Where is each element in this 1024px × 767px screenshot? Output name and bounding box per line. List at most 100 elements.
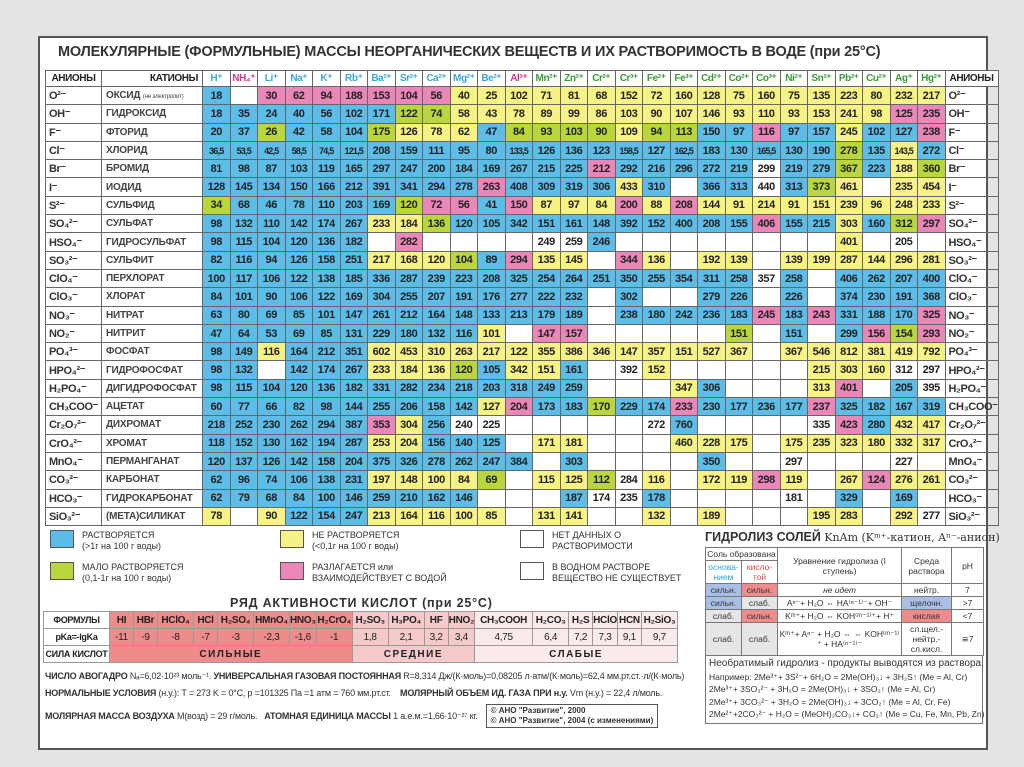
- anion-name: ДИХРОМАТ: [101, 415, 203, 435]
- cell-not-exist: [752, 451, 781, 472]
- acid-pka: -7: [193, 628, 218, 646]
- mass-cell: 178: [642, 488, 671, 508]
- mass-cell: 172: [697, 470, 726, 490]
- anion-formula: ClO₄⁻: [45, 268, 102, 289]
- anion-formula-right: NO₃⁻: [944, 305, 999, 325]
- anion-formula: OH⁻: [45, 104, 102, 124]
- cell-not-exist: [642, 433, 671, 453]
- cell-not-exist: [669, 232, 698, 252]
- mass-cell: 249: [532, 378, 561, 399]
- cell-not-exist: [559, 415, 588, 435]
- mass-cell: 433: [614, 177, 643, 197]
- cation-header: H⁺: [202, 70, 231, 87]
- mass-cell: 93: [724, 104, 753, 124]
- mass-cell: 78: [504, 104, 533, 124]
- mass-cell: 148: [449, 305, 478, 325]
- cell-not-exist: [587, 360, 616, 380]
- mass-cell: 267: [504, 159, 533, 179]
- mass-cell: 97: [559, 195, 588, 216]
- mass-cell: 18: [202, 104, 231, 124]
- mass-cell: 182: [339, 232, 368, 252]
- cell-not-exist: [587, 451, 616, 472]
- formed-by-header: Соль образована: [704, 547, 779, 561]
- mass-cell: 219: [724, 159, 753, 179]
- cell-not-exist: [917, 232, 946, 252]
- mass-cell: 240: [449, 415, 478, 435]
- anion-formula: CO₃²⁻: [45, 470, 102, 490]
- page-title: МОЛЕКУЛЯРНЫЕ (ФОРМУЛЬНЫЕ) МАССЫ НЕОРГАНИ…: [58, 44, 881, 60]
- mass-cell: 386: [559, 342, 588, 362]
- anion-formula: ClO₃⁻: [45, 287, 102, 307]
- mass-cell: 218: [202, 415, 231, 435]
- mass-cell: 81: [202, 159, 231, 179]
- mass-cell: 143,5: [889, 140, 918, 161]
- anion-note: (не электролит): [142, 94, 184, 101]
- mass-cell: 264: [559, 268, 588, 289]
- mass-cell: 267: [339, 360, 368, 380]
- anion-row: HSO₄⁻ ГИДРОСУЛЬФАТ 98 115 104 120 136 182 282 249…: [45, 232, 999, 252]
- mass-cell: 188: [862, 305, 891, 325]
- mass-cell: 440: [752, 177, 781, 197]
- mass-cell: 401: [834, 232, 863, 252]
- anion-name-text: ГИДРОФОСФАТ: [106, 364, 183, 376]
- mass-cell: 142: [284, 214, 313, 234]
- mass-cell: 203: [339, 195, 368, 216]
- mass-cell: 354: [669, 268, 698, 289]
- mass-cell: 160: [862, 214, 891, 234]
- mass-cell: 102: [339, 104, 368, 124]
- mass-cell: 126: [532, 140, 561, 161]
- mass-cell: 98: [312, 397, 341, 417]
- mass-cell: 217: [367, 250, 396, 270]
- legend-sublabel: ВЕЩЕСТВО НЕ СУЩЕСТВУЕТ: [552, 573, 682, 583]
- cell-not-exist: [642, 451, 671, 472]
- anion-formula-right: HCO₃⁻: [944, 488, 999, 508]
- mass-cell: 75: [724, 85, 753, 106]
- mass-cell: 131: [339, 323, 368, 344]
- anion-name: ДИГИДРОФОСФАТ: [101, 378, 203, 399]
- mass-cell: 303: [834, 360, 863, 380]
- mass-cell: 229: [367, 323, 396, 344]
- legend-swatch: [520, 530, 544, 548]
- mass-cell: 299: [834, 323, 863, 344]
- molar-volume-value: Vm (н.у.) = 22,4 л/моль.: [569, 688, 663, 698]
- cell-not-exist: [862, 232, 891, 252]
- mass-cell: 148: [394, 470, 423, 490]
- mass-cell: 116: [642, 470, 671, 490]
- mass-cell: 215: [807, 214, 836, 234]
- mass-cell: 25: [477, 85, 506, 106]
- anion-formula-right: SO₄²⁻: [944, 214, 999, 234]
- anion-name-text: БРОМИД: [106, 163, 149, 175]
- mass-cell: 47: [202, 323, 231, 344]
- anion-formula-right: Cl⁻: [944, 140, 999, 161]
- anion-name: СУЛЬФИД: [101, 195, 203, 216]
- acid-strength-group: СИЛЬНЫЕ: [109, 645, 353, 663]
- mass-cell: 225: [559, 159, 588, 179]
- anion-formula-right: OH⁻: [944, 104, 999, 124]
- mass-cell: 162: [284, 433, 313, 453]
- amu-value: 1 а.е.м.=1,66·10⁻²⁷ кг.: [393, 711, 478, 721]
- cell-not-exist: [697, 488, 726, 508]
- mass-cell: 151: [724, 323, 753, 344]
- anion-formula: F⁻: [45, 122, 102, 142]
- cation-header: Rb⁺: [339, 70, 368, 87]
- mass-cell: 406: [834, 268, 863, 289]
- mass-cell: 46: [257, 195, 286, 216]
- acid-formula: H₂CO₃: [532, 611, 570, 629]
- mass-cell: 144: [697, 195, 726, 216]
- mass-cell: 58,5: [284, 140, 313, 161]
- mass-cell: 200: [422, 159, 451, 179]
- anion-name-text: ФТОРИД: [106, 126, 148, 138]
- mass-cell: 147: [339, 305, 368, 325]
- mass-cell: 30: [257, 85, 286, 106]
- mass-cell: 96: [229, 470, 258, 490]
- mass-cell: 216: [642, 159, 671, 179]
- mass-cell: 417: [917, 415, 946, 435]
- legend: РАСТВОРЯЕТСЯ (>1г на 100 г воды) МАЛО РАСТ…: [50, 530, 700, 590]
- anion-row: CH₃COO⁻ АЦЕТАТ 60 77 66 82 98 144 255 206 158 142 12…: [45, 397, 999, 417]
- cation-header: K⁺: [312, 70, 341, 87]
- cell-not-exist: [807, 451, 836, 472]
- hydrolysis-row: слаб. слаб. Kᵐ⁺+ Aⁿ⁻ + H₂O ⇔ ⇔ KOH⁽ᵐ⁻¹⁾⁺ +…: [705, 622, 985, 656]
- mass-cell: 133: [477, 305, 506, 325]
- cation-header: Na⁺: [284, 70, 313, 87]
- mass-cell: 162,5: [669, 140, 698, 161]
